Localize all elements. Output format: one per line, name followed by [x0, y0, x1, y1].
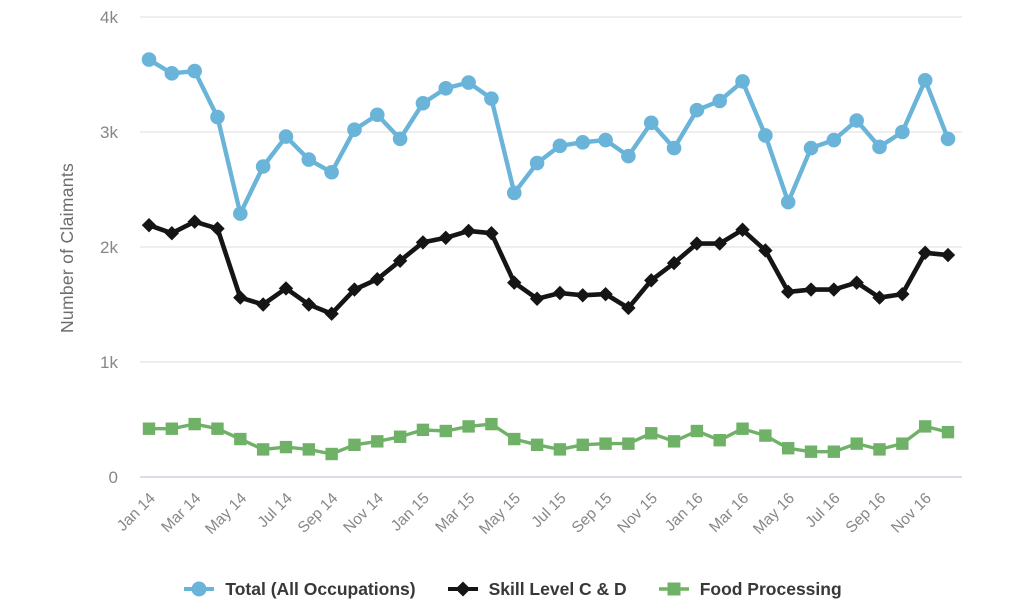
svg-text:Sep 15: Sep 15 — [569, 490, 616, 537]
svg-text:3k: 3k — [100, 123, 118, 142]
svg-text:Mar 14: Mar 14 — [158, 490, 204, 536]
svg-text:Jul 15: Jul 15 — [528, 490, 569, 531]
svg-text:Jan 16: Jan 16 — [662, 490, 707, 535]
svg-text:Sep 14: Sep 14 — [295, 490, 342, 537]
legend-label-food-processing: Food Processing — [699, 578, 842, 599]
svg-text:May 15: May 15 — [476, 490, 524, 538]
svg-text:4k: 4k — [100, 8, 118, 27]
svg-text:Sep 16: Sep 16 — [843, 490, 890, 537]
svg-text:May 16: May 16 — [750, 490, 798, 538]
svg-text:May 14: May 14 — [202, 490, 250, 538]
svg-text:Nov 15: Nov 15 — [614, 490, 661, 537]
square-marker-icon — [657, 580, 691, 598]
legend-item-total[interactable]: Total (All Occupations) — [182, 578, 416, 600]
diamond-marker-icon — [446, 580, 480, 598]
svg-text:Jul 14: Jul 14 — [255, 490, 297, 532]
svg-text:Nov 14: Nov 14 — [340, 490, 387, 537]
svg-text:Nov 16: Nov 16 — [888, 490, 935, 537]
legend-label-total: Total (All Occupations) — [225, 578, 416, 599]
svg-text:1k: 1k — [100, 353, 118, 372]
legend-item-skill-cd[interactable]: Skill Level C & D — [446, 579, 627, 600]
circle-marker-icon — [182, 580, 216, 598]
svg-text:Mar 15: Mar 15 — [432, 490, 478, 536]
svg-text:Jan 14: Jan 14 — [114, 490, 159, 535]
svg-text:Jan 15: Jan 15 — [388, 490, 433, 535]
svg-text:Jul 16: Jul 16 — [802, 490, 843, 531]
legend-label-skill-cd: Skill Level C & D — [488, 578, 627, 599]
svg-text:0: 0 — [109, 468, 118, 487]
y-axis-title: Number of Claimants — [57, 162, 77, 334]
legend: Total (All Occupations) Skill Level C & … — [0, 572, 1024, 606]
svg-text:Mar 16: Mar 16 — [706, 490, 752, 536]
legend-item-food-processing[interactable]: Food Processing — [657, 579, 842, 600]
svg-text:2k: 2k — [100, 238, 118, 257]
